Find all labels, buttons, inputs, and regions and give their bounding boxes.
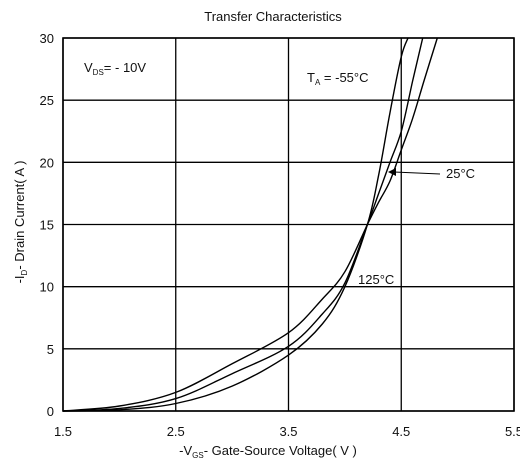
curve-125c [62,37,438,412]
tick-labels: 1.5 2.5 3.5 4.5 5.5 0 5 10 15 20 25 30 [40,31,520,439]
y-tick-label: 30 [40,31,54,46]
x-axis-label: -VGS- Gate-Source Voltage( V ) [179,443,357,460]
curve-25c [62,37,424,412]
x-tick-label: 3.5 [279,424,297,439]
x-tick-label: 4.5 [392,424,410,439]
plot-frame [62,37,515,412]
y-tick-label: 5 [47,342,54,357]
y-tick-label: 25 [40,93,54,108]
chart-title: Transfer Characteristics [204,9,342,24]
curve-minus55c [62,37,409,412]
annotation-25c-leader [393,171,441,175]
annotation-minus55c: TA = -55°C [307,70,369,87]
annotation-25c: 25°C [446,166,475,181]
data-curves [62,37,438,412]
annotation-25c-arrowhead [388,168,396,176]
y-tick-label: 20 [40,155,54,170]
x-tick-label: 2.5 [167,424,185,439]
annotation-125c: 125°C [358,272,394,287]
condition-label: VDS= - 10V [84,60,146,77]
x-tick-label: 5.5 [505,424,520,439]
y-tick-label: 15 [40,218,54,233]
x-tick-label: 1.5 [54,424,72,439]
y-axis-label: -ID- Drain Current( A ) [12,161,29,284]
y-tick-label: 10 [40,280,54,295]
y-tick-label: 0 [47,404,54,419]
